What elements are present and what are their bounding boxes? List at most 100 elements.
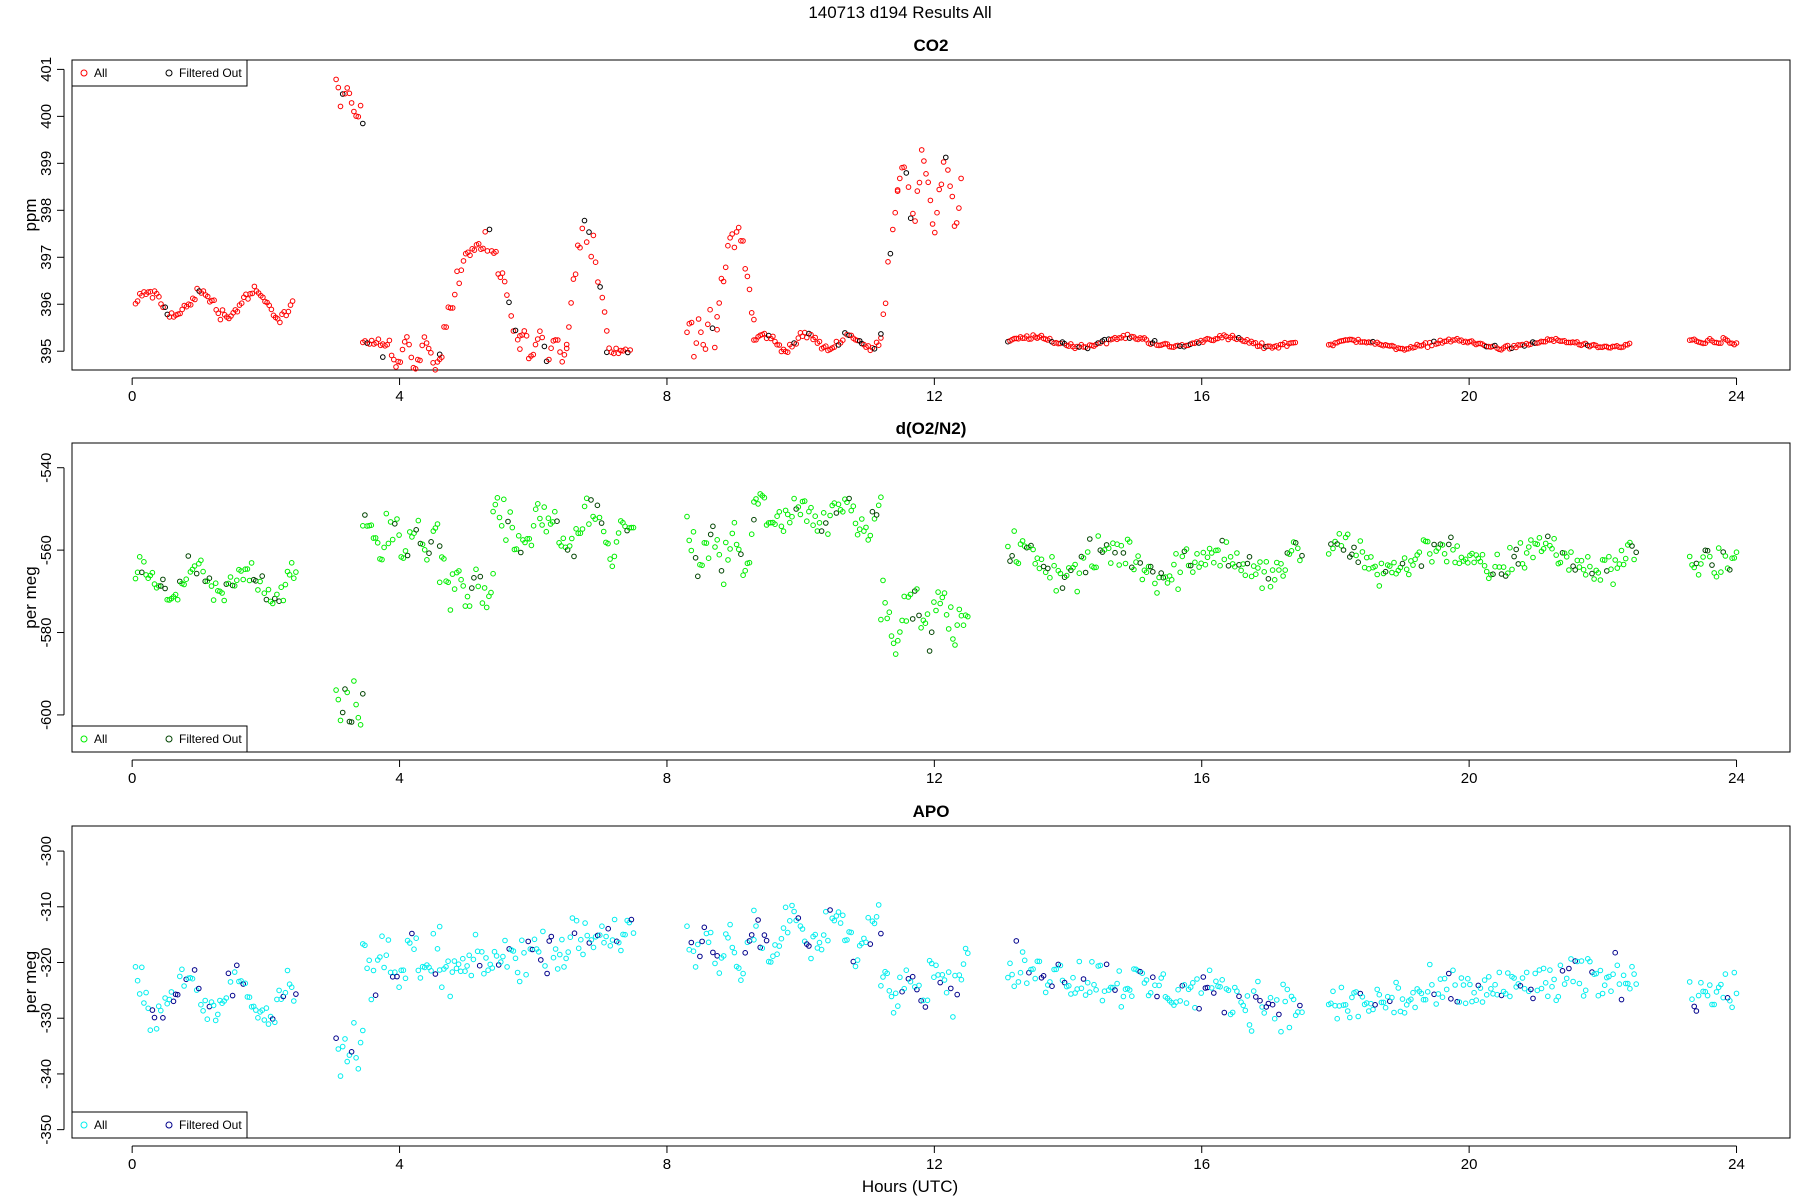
data-point — [413, 935, 420, 942]
data-point — [1344, 531, 1351, 538]
filtered-point — [1147, 563, 1154, 570]
data-point — [1011, 983, 1018, 990]
data-point — [801, 498, 808, 504]
data-point — [561, 352, 568, 358]
filtered-point — [348, 1049, 355, 1055]
data-point — [353, 701, 359, 708]
data-point — [751, 337, 757, 343]
filtered-point — [1211, 990, 1217, 996]
filtered-point — [1446, 970, 1452, 977]
filtered-point — [1629, 543, 1635, 549]
data-point — [1691, 564, 1697, 571]
data-point — [227, 979, 234, 985]
data-point — [1700, 988, 1706, 995]
filtered-point — [833, 510, 840, 516]
data-point — [820, 510, 827, 516]
data-point — [156, 293, 162, 300]
data-point — [835, 501, 842, 508]
data-point — [383, 952, 390, 959]
data-point — [1689, 996, 1695, 1003]
x-tick-label: 0 — [128, 770, 136, 787]
data-point — [1359, 994, 1366, 1000]
filtered-point — [1517, 983, 1524, 989]
data-point — [1429, 559, 1435, 565]
data-point — [1587, 958, 1593, 965]
legend-marker — [80, 69, 88, 77]
data-point — [445, 579, 452, 586]
data-point — [204, 293, 211, 300]
y-tick-label: 401 — [38, 57, 55, 82]
data-point — [1610, 581, 1616, 588]
data-point — [586, 521, 592, 527]
data-point — [1242, 1007, 1249, 1014]
data-point — [1629, 963, 1635, 970]
data-point — [467, 252, 473, 259]
data-point — [854, 337, 861, 344]
data-point — [1030, 546, 1036, 553]
data-point — [548, 345, 554, 352]
data-point — [1198, 990, 1204, 996]
data-point — [1395, 985, 1402, 991]
data-point — [1019, 335, 1026, 342]
filtered-point — [404, 552, 411, 559]
data-point — [335, 84, 342, 91]
data-point — [910, 210, 916, 217]
data-point — [831, 917, 838, 924]
data-point — [924, 997, 931, 1004]
x-tick-label: 16 — [1193, 388, 1210, 405]
data-point — [1439, 542, 1446, 548]
data-point — [776, 943, 783, 949]
data-point — [353, 1055, 359, 1061]
data-point — [960, 961, 967, 967]
data-point — [1729, 1004, 1735, 1011]
data-point — [1568, 549, 1574, 555]
data-point — [1278, 561, 1284, 567]
data-point — [1727, 997, 1733, 1004]
data-point — [396, 984, 402, 991]
data-point — [1502, 990, 1509, 997]
data-point — [774, 341, 780, 348]
data-point — [895, 1003, 901, 1009]
data-point — [1587, 563, 1593, 570]
data-point — [563, 341, 570, 348]
data-point — [1181, 982, 1188, 988]
data-point — [1206, 545, 1213, 552]
data-point — [240, 576, 246, 583]
data-point — [1521, 985, 1528, 992]
data-point — [1625, 980, 1631, 987]
filtered-point — [937, 979, 944, 986]
data-point — [1156, 982, 1162, 989]
data-point — [1175, 586, 1181, 593]
data-point — [453, 965, 460, 972]
data-point — [755, 501, 761, 507]
x-tick-label: 4 — [395, 1156, 403, 1173]
data-point — [1576, 564, 1583, 570]
data-point — [929, 221, 936, 227]
data-point — [924, 611, 931, 617]
data-point — [401, 339, 408, 345]
data-point — [1047, 574, 1053, 581]
data-point — [132, 964, 139, 970]
filtered-point — [1530, 995, 1536, 1002]
data-point — [799, 926, 806, 932]
filtered-point — [710, 523, 716, 530]
filtered-point — [1511, 553, 1517, 560]
data-point — [1713, 989, 1720, 995]
data-point — [818, 946, 825, 953]
filtered-point — [333, 1035, 339, 1041]
legend-marker — [165, 69, 173, 77]
data-point — [449, 305, 456, 311]
data-point — [1521, 565, 1528, 571]
data-point — [1722, 971, 1729, 977]
data-point — [1257, 559, 1263, 565]
data-point — [733, 229, 740, 235]
x-tick-label: 0 — [128, 1156, 136, 1173]
data-point — [1488, 986, 1494, 992]
filtered-point — [548, 933, 555, 940]
data-point — [1403, 346, 1410, 352]
data-point — [255, 587, 261, 593]
data-point — [1372, 563, 1378, 570]
data-point — [1253, 571, 1259, 578]
data-point — [776, 342, 783, 348]
filtered-point — [1292, 540, 1299, 546]
